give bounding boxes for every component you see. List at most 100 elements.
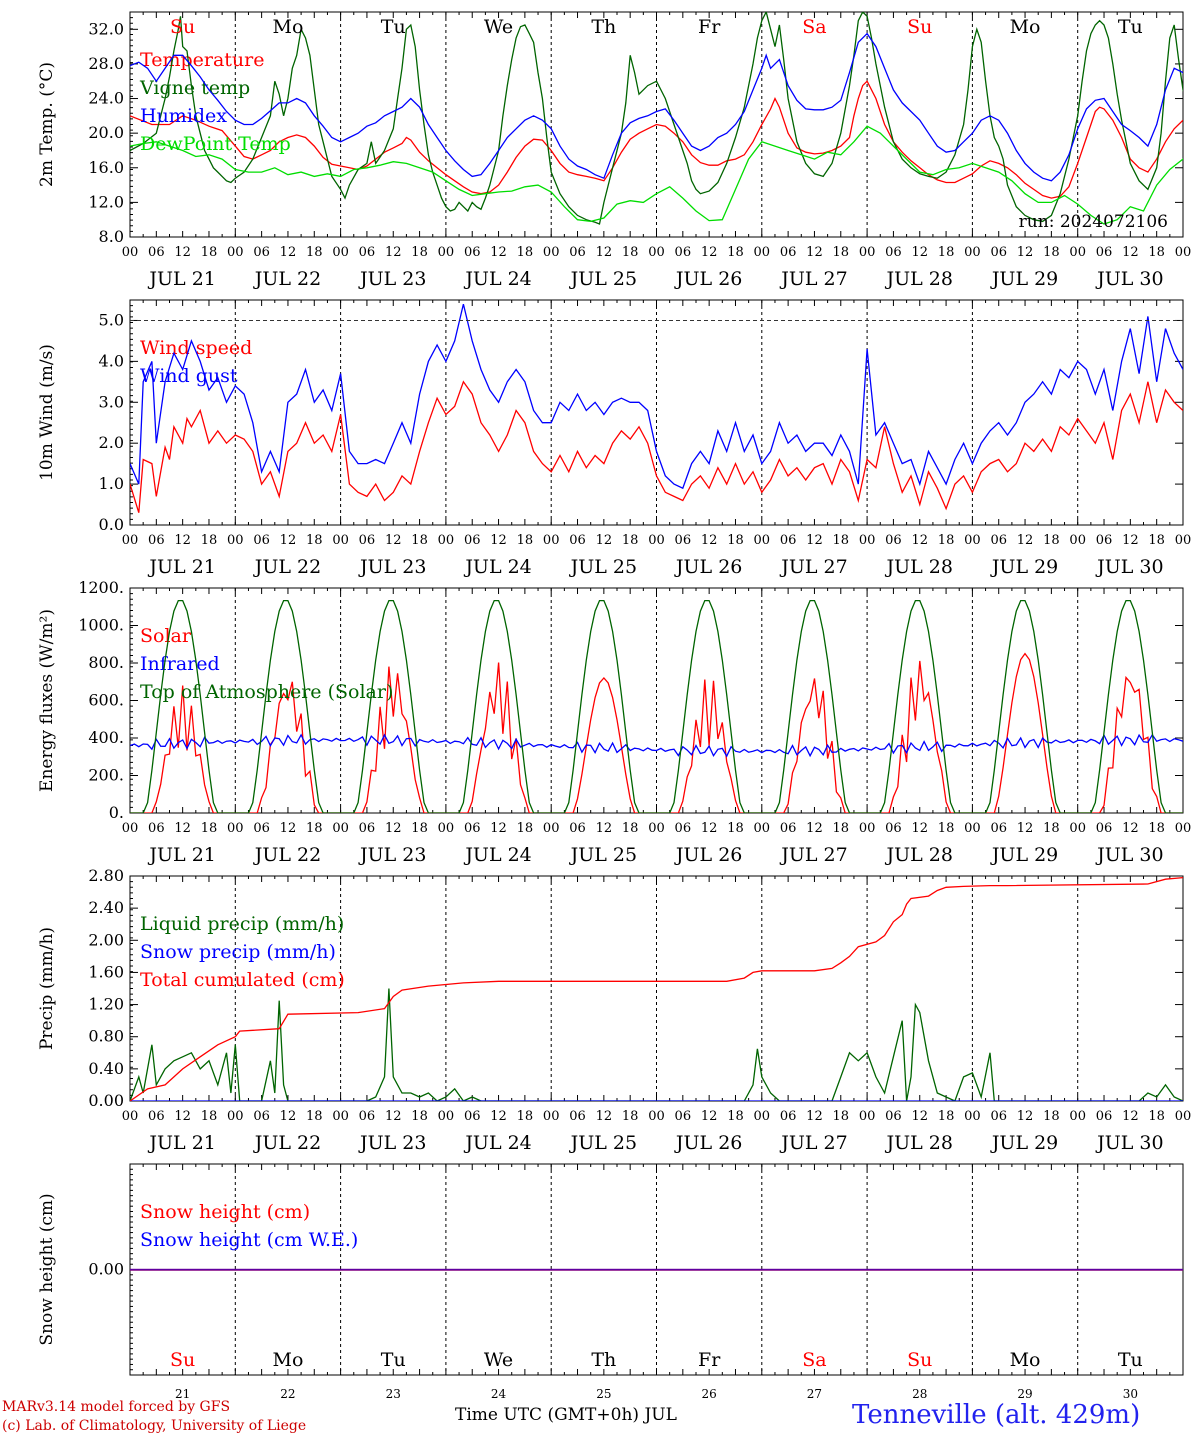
hour-tick-label: 00 bbox=[122, 245, 139, 260]
hour-tick-label: 18 bbox=[517, 533, 534, 548]
date-label: JUL 21 bbox=[147, 844, 215, 866]
date-label: JUL 29 bbox=[990, 556, 1058, 578]
y-tick-label: 20.0 bbox=[88, 123, 124, 142]
hour-tick-label: 06 bbox=[675, 533, 692, 548]
hour-tick-label: 00 bbox=[1069, 533, 1086, 548]
hour-tick-label: 06 bbox=[148, 245, 165, 260]
day-number-label: 29 bbox=[1017, 1387, 1032, 1401]
date-label: JUL 27 bbox=[779, 1132, 847, 1154]
panel-2-wind-speed-line bbox=[130, 380, 1183, 513]
hour-tick-label: 18 bbox=[938, 245, 955, 260]
y-tick-label: 4.0 bbox=[99, 351, 124, 370]
hour-tick-label: 12 bbox=[1122, 533, 1139, 548]
day-number-label: 25 bbox=[596, 1387, 611, 1401]
hour-tick-label: 00 bbox=[438, 245, 455, 260]
hour-tick-label: 00 bbox=[227, 245, 244, 260]
snow-day-of-week-label: Mo bbox=[1010, 1349, 1041, 1371]
y-tick-label: 400. bbox=[88, 728, 124, 747]
hour-tick-label: 06 bbox=[675, 821, 692, 836]
hour-tick-label: 12 bbox=[1122, 821, 1139, 836]
hour-tick-label: 12 bbox=[490, 245, 507, 260]
hour-tick-label: 06 bbox=[1096, 245, 1113, 260]
hour-tick-label: 00 bbox=[964, 821, 981, 836]
hour-tick-label: 18 bbox=[833, 1109, 850, 1124]
date-label: JUL 28 bbox=[885, 268, 953, 290]
hour-tick-label: 12 bbox=[701, 245, 718, 260]
hour-tick-label: 12 bbox=[911, 1109, 928, 1124]
y-tick-label: 8.0 bbox=[99, 227, 124, 246]
hour-tick-label: 18 bbox=[727, 245, 744, 260]
hour-tick-label: 12 bbox=[1122, 1109, 1139, 1124]
hour-tick-label: 00 bbox=[648, 245, 665, 260]
hour-tick-label: 00 bbox=[438, 1109, 455, 1124]
hour-tick-label: 00 bbox=[332, 1109, 349, 1124]
hour-tick-label: 18 bbox=[622, 821, 639, 836]
hour-tick-label: 18 bbox=[306, 245, 323, 260]
hour-tick-label: 18 bbox=[306, 533, 323, 548]
hour-tick-label: 06 bbox=[990, 533, 1007, 548]
legend-entry: Wind gust bbox=[140, 365, 238, 387]
day-of-week-label: We bbox=[484, 16, 513, 38]
hour-tick-label: 12 bbox=[911, 245, 928, 260]
snow-day-of-week-label: Mo bbox=[272, 1349, 303, 1371]
y-axis-label: 10m Wind (m/s) bbox=[37, 344, 57, 481]
legend-entry: Solar bbox=[140, 625, 192, 647]
hour-tick-label: 00 bbox=[1069, 1109, 1086, 1124]
hour-tick-label: 18 bbox=[1148, 821, 1165, 836]
hour-tick-label: 00 bbox=[1069, 821, 1086, 836]
hour-tick-label: 00 bbox=[1175, 821, 1192, 836]
date-label: JUL 23 bbox=[358, 1132, 426, 1154]
hour-tick-label: 12 bbox=[174, 1109, 191, 1124]
legend-entry: Total cumulated (cm) bbox=[140, 969, 345, 991]
panel-2-frame bbox=[129, 299, 1184, 526]
day-number-label: 23 bbox=[386, 1387, 401, 1401]
panel-1-humidex-line bbox=[130, 32, 1183, 182]
hour-tick-label: 12 bbox=[1017, 821, 1034, 836]
y-tick-label: 1.60 bbox=[88, 962, 124, 981]
hour-tick-label: 00 bbox=[648, 1109, 665, 1124]
y-tick-label: 600. bbox=[88, 691, 124, 710]
y-tick-label: 0.00 bbox=[88, 1091, 124, 1110]
hour-tick-label: 00 bbox=[964, 1109, 981, 1124]
date-label: JUL 26 bbox=[674, 844, 742, 866]
panel-3-top-of-atmosphere-solar-line bbox=[130, 599, 1183, 813]
hour-tick-label: 18 bbox=[1148, 1109, 1165, 1124]
date-label: JUL 28 bbox=[885, 556, 953, 578]
day-of-week-label: Mo bbox=[1010, 16, 1041, 38]
day-number-label: 26 bbox=[702, 1387, 717, 1401]
hour-tick-label: 12 bbox=[596, 533, 613, 548]
y-tick-label: 2.0 bbox=[99, 433, 124, 452]
hour-tick-label: 00 bbox=[543, 245, 560, 260]
hour-tick-label: 06 bbox=[569, 533, 586, 548]
date-label: JUL 23 bbox=[358, 268, 426, 290]
hour-tick-label: 18 bbox=[411, 533, 428, 548]
legend-entry: Wind speed bbox=[140, 337, 252, 359]
hour-tick-label: 06 bbox=[569, 1109, 586, 1124]
hour-tick-label: 00 bbox=[754, 533, 771, 548]
hour-tick-label: 18 bbox=[306, 1109, 323, 1124]
hour-tick-label: 12 bbox=[596, 245, 613, 260]
hour-tick-label: 18 bbox=[1043, 821, 1060, 836]
y-tick-label: 0.80 bbox=[88, 1027, 124, 1046]
snow-day-of-week-label: Th bbox=[591, 1349, 616, 1371]
hour-tick-label: 12 bbox=[174, 533, 191, 548]
hour-tick-label: 18 bbox=[411, 821, 428, 836]
date-label: JUL 21 bbox=[147, 268, 215, 290]
date-label: JUL 24 bbox=[463, 268, 531, 290]
date-label: JUL 24 bbox=[463, 1132, 531, 1154]
y-tick-label: 1.20 bbox=[88, 995, 124, 1014]
hour-tick-label: 18 bbox=[201, 245, 218, 260]
hour-tick-label: 18 bbox=[201, 533, 218, 548]
hour-tick-label: 18 bbox=[938, 821, 955, 836]
hour-tick-label: 12 bbox=[806, 1109, 823, 1124]
date-label: JUL 29 bbox=[990, 268, 1058, 290]
snow-day-of-week-label: Tu bbox=[1118, 1349, 1143, 1371]
hour-tick-label: 12 bbox=[806, 533, 823, 548]
date-label: JUL 29 bbox=[990, 844, 1058, 866]
date-label: JUL 30 bbox=[1095, 556, 1163, 578]
day-number-label: 22 bbox=[280, 1387, 295, 1401]
panel-4-total-cumulated-cm-line bbox=[130, 876, 1183, 1101]
hour-tick-label: 00 bbox=[648, 821, 665, 836]
hour-tick-label: 06 bbox=[464, 821, 481, 836]
hour-tick-label: 12 bbox=[806, 245, 823, 260]
